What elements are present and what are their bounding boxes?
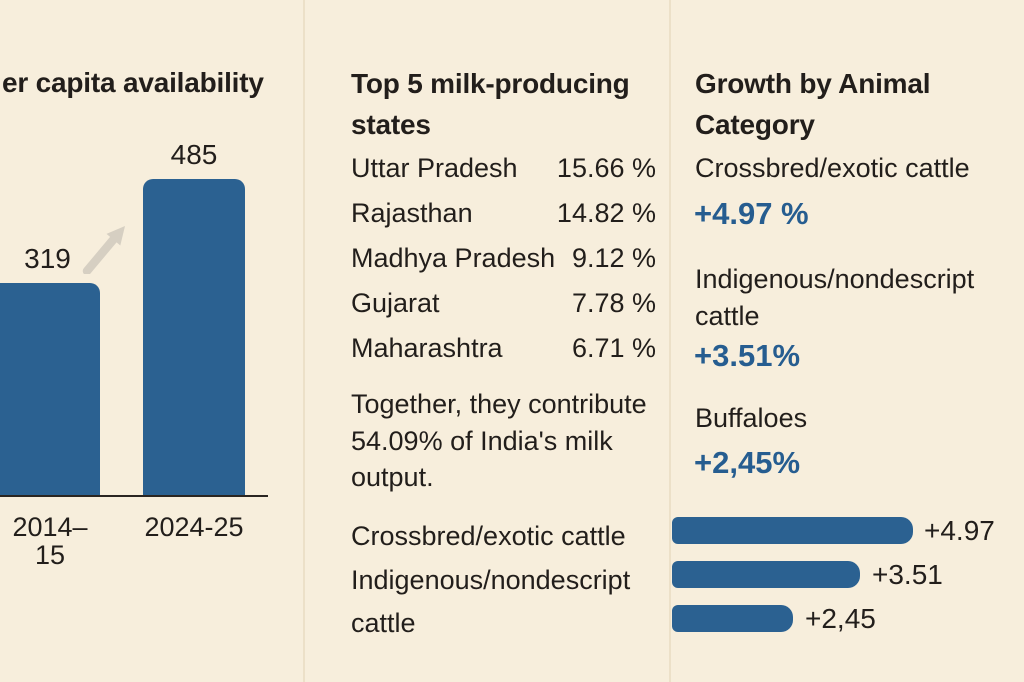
- growth-item-label: Crossbred/exotic cattle: [695, 153, 970, 183]
- growth-bar: [672, 517, 913, 544]
- growth-bar: [672, 561, 860, 588]
- state-row: Uttar Pradesh 15.66 %: [351, 154, 656, 182]
- column-divider-left: [303, 0, 305, 682]
- column-divider-right: [669, 0, 671, 682]
- x-axis-label: 2024-25: [144, 512, 244, 542]
- growth-bar: [672, 605, 793, 632]
- growth-item-label: Indigenous/nondescript cattle: [695, 264, 975, 331]
- growth-bar-chart-legend: Crossbred/exotic cattle Indigenous/nonde…: [351, 521, 631, 638]
- state-row: Madhya Pradesh 9.12 %: [351, 244, 656, 272]
- bar-value-label: 485: [170, 139, 218, 170]
- state-share: 14.82 %: [556, 198, 656, 228]
- state-row: Maharashtra 6.71 %: [351, 334, 656, 362]
- state-name: Madhya Pradesh: [351, 243, 556, 273]
- x-axis-label: 2014–15: [12, 512, 88, 570]
- state-share: 7.78 %: [571, 288, 656, 318]
- growth-item-value: +4.97 %: [694, 196, 809, 231]
- bar-2014-15: [0, 283, 100, 496]
- growth-item-value: +3.51%: [694, 338, 801, 373]
- state-name: Rajasthan: [351, 198, 473, 228]
- state-share: 15.66 %: [556, 153, 656, 183]
- state-name: Maharashtra: [351, 333, 503, 363]
- contribution-note: Together, they contribute 54.09% of Indi…: [351, 389, 647, 492]
- state-row: Gujarat 7.78 %: [351, 289, 656, 317]
- x-axis-line: [0, 495, 268, 497]
- bar-value-label: 319: [24, 243, 71, 274]
- state-share: 6.71 %: [571, 333, 656, 363]
- state-name: Gujarat: [351, 288, 440, 318]
- growth-arrow-icon: [82, 226, 125, 274]
- state-row: Rajasthan 14.82 %: [351, 199, 656, 227]
- state-name: Uttar Pradesh: [351, 153, 518, 183]
- growth-item-label: Buffaloes: [695, 403, 808, 433]
- growth-item-value: +2,45%: [694, 445, 801, 480]
- growth-bar-value-label: +2,45: [805, 603, 876, 634]
- state-share: 9.12 %: [571, 243, 656, 273]
- growth-bar-value-label: +3.51: [872, 559, 943, 590]
- bar-2024-25: [143, 179, 245, 496]
- per-capita-chart-title: er capita availability: [2, 67, 264, 98]
- top-states-title: Top 5 milk-producing states: [351, 68, 630, 140]
- growth-title: Growth by Animal Category: [695, 68, 931, 140]
- growth-bar-value-label: +4.97: [924, 515, 995, 546]
